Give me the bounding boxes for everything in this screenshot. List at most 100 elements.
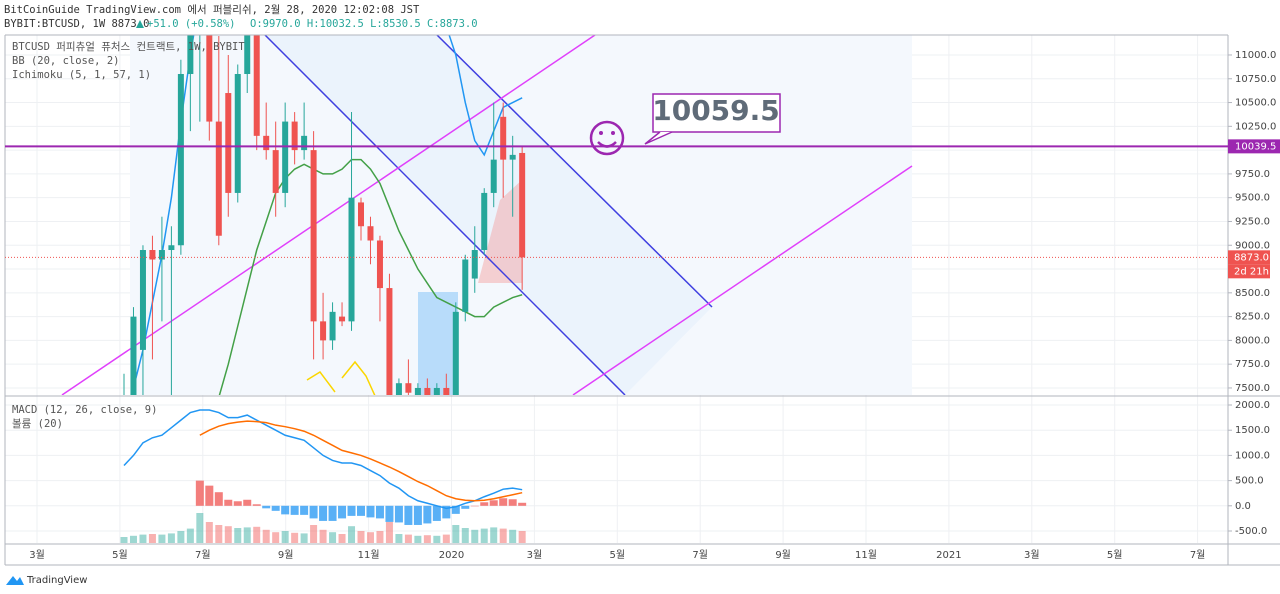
volume-bar bbox=[357, 531, 365, 543]
trendline bbox=[436, 35, 713, 308]
volume-bar bbox=[224, 526, 232, 543]
volume-bar bbox=[253, 526, 261, 543]
macd-histogram bbox=[499, 498, 508, 506]
candle-body bbox=[358, 202, 364, 227]
volume-bar bbox=[461, 528, 469, 543]
volume-bar bbox=[186, 528, 194, 543]
candle-body bbox=[320, 321, 327, 341]
candle-body bbox=[168, 245, 175, 251]
trendline bbox=[61, 35, 596, 395]
countdown: 2d 21h bbox=[1234, 266, 1269, 277]
candle-body bbox=[386, 288, 393, 395]
macd-histogram bbox=[375, 505, 384, 519]
x-tick-label: 7월 bbox=[692, 549, 708, 561]
macd-histogram bbox=[385, 505, 394, 522]
candle-body bbox=[206, 35, 213, 122]
cloud-box bbox=[418, 292, 458, 395]
y-tick-label: 9500.0 bbox=[1235, 193, 1270, 204]
macd-histogram bbox=[480, 502, 489, 506]
macd-histogram bbox=[243, 499, 252, 506]
volume-bar bbox=[414, 535, 422, 543]
x-tick-label: 7월 bbox=[195, 549, 211, 561]
y-tick-label: 10250.0 bbox=[1235, 121, 1276, 132]
volume-bar bbox=[366, 532, 374, 543]
volume-bar bbox=[509, 529, 517, 543]
volume-bar bbox=[158, 534, 166, 543]
macd-histogram bbox=[442, 505, 451, 519]
macd-histogram bbox=[413, 505, 422, 525]
macd-histogram bbox=[205, 485, 214, 506]
candle-body bbox=[395, 383, 402, 395]
macd-histogram bbox=[224, 499, 233, 506]
macd-histogram bbox=[489, 500, 498, 506]
volume-bar bbox=[319, 529, 327, 543]
macd-histogram bbox=[404, 505, 413, 525]
candle-body bbox=[500, 116, 507, 160]
candle-body bbox=[225, 93, 232, 193]
x-tick-label: 9월 bbox=[278, 549, 294, 561]
x-tick-label: 5월 bbox=[112, 549, 128, 561]
last-price-label: 8873.0 bbox=[1234, 252, 1269, 263]
y-tick-label: -500.0 bbox=[1235, 526, 1267, 537]
macd-histogram bbox=[508, 499, 517, 506]
volume-bar bbox=[499, 528, 507, 543]
volume-bar bbox=[300, 533, 308, 543]
trendline bbox=[572, 165, 913, 395]
pane-label: BTCUSD 퍼피츄얼 퓨처스 컨트랙트, 1W, BYBIT bbox=[12, 41, 245, 53]
change: +51.0 (+0.58%) bbox=[147, 18, 236, 30]
volume-bar bbox=[471, 529, 479, 543]
candle-body bbox=[177, 74, 184, 246]
volume-bar bbox=[139, 534, 147, 543]
macd-histogram bbox=[338, 505, 347, 519]
macd-histogram bbox=[347, 505, 356, 516]
candle-body bbox=[405, 383, 412, 393]
x-tick-label: 3월 bbox=[527, 549, 543, 561]
candle-body bbox=[329, 311, 336, 341]
volume-bar bbox=[262, 529, 270, 543]
y-tick-label: 9750.0 bbox=[1235, 169, 1270, 180]
macd-histogram bbox=[309, 505, 318, 519]
y-tick-label: 8250.0 bbox=[1235, 312, 1270, 323]
macd-histogram bbox=[394, 505, 403, 523]
candle-body bbox=[234, 74, 241, 193]
x-tick-label: 2020 bbox=[439, 550, 464, 561]
volume-bar bbox=[348, 526, 356, 543]
candle-body bbox=[149, 250, 156, 260]
macd-histogram bbox=[262, 505, 271, 509]
candle-body bbox=[282, 121, 289, 193]
candle-body bbox=[301, 135, 308, 151]
volume-bar bbox=[167, 533, 175, 543]
candle-body bbox=[348, 197, 355, 322]
volume-bar bbox=[215, 525, 223, 543]
y-tick-label: 1000.0 bbox=[1235, 450, 1270, 461]
volume-bar bbox=[234, 528, 242, 543]
candle-body bbox=[272, 150, 279, 193]
volume-bar bbox=[329, 532, 337, 543]
macd-histogram bbox=[281, 505, 290, 515]
x-tick-label: 5월 bbox=[1107, 549, 1123, 561]
candle-body bbox=[158, 250, 165, 260]
y-tick-label: 2000.0 bbox=[1235, 400, 1270, 411]
trendline bbox=[264, 35, 626, 395]
candle-body bbox=[244, 35, 251, 75]
macd-histogram bbox=[233, 501, 242, 506]
volume-bar bbox=[442, 534, 450, 543]
y-tick-label: 7500.0 bbox=[1235, 383, 1270, 394]
annotation-box bbox=[652, 93, 781, 133]
x-tick-label: 5월 bbox=[610, 549, 626, 561]
macd-histogram bbox=[271, 505, 280, 511]
footer-brand: TradingView bbox=[26, 575, 87, 586]
macd-histogram bbox=[470, 505, 479, 507]
pane-label: MACD (12, 26, close, 9) bbox=[12, 404, 157, 416]
candle-body bbox=[471, 250, 478, 279]
x-tick-label: 7월 bbox=[1190, 549, 1206, 561]
up-arrow bbox=[136, 20, 144, 28]
x-tick-label: 11월 bbox=[358, 549, 380, 561]
pane-label: Ichimoku (5, 1, 57, 1) bbox=[12, 69, 151, 81]
x-tick-label: 3월 bbox=[29, 549, 45, 561]
price-label-box bbox=[1228, 139, 1280, 154]
macd-histogram bbox=[451, 505, 460, 514]
volume-bar bbox=[404, 534, 412, 543]
volume-bar bbox=[310, 525, 318, 543]
bb-basis bbox=[218, 158, 523, 395]
